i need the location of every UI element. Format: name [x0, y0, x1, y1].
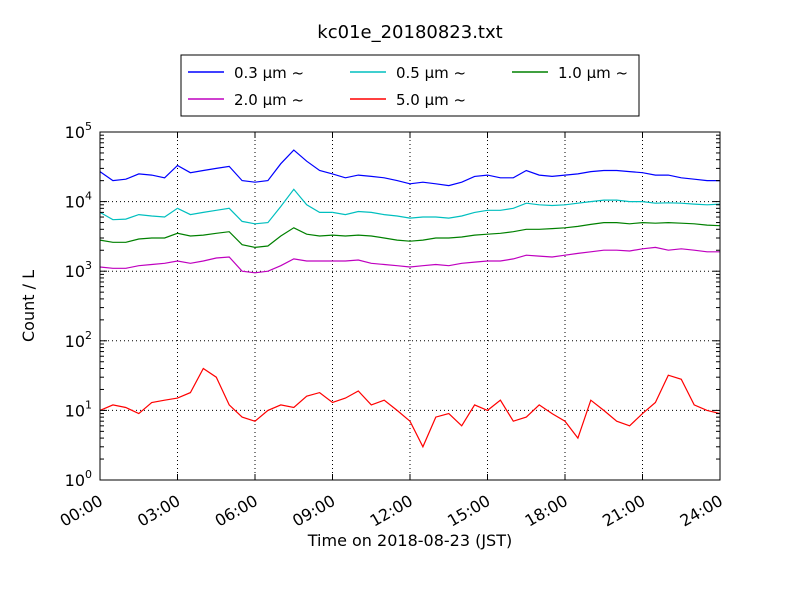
- series-line-4: [99, 367, 721, 449]
- legend: 0.3 μm ~ 0.5 μm ~ 1.0 μm ~ 2.0 μm ~ 5.0 μm ~: [180, 54, 640, 117]
- y-tick-label: 105: [65, 120, 92, 142]
- y-tick-label: 100: [65, 468, 92, 490]
- legend-label: 5.0 μm ~: [396, 91, 466, 109]
- y-tick-label: 101: [65, 398, 92, 420]
- legend-label: 1.0 μm ~: [558, 64, 628, 82]
- series-line-1: [99, 188, 721, 225]
- y-tick-label: 102: [65, 329, 92, 351]
- legend-box: [180, 54, 640, 117]
- ticks: [99, 131, 721, 481]
- series-line-0: [99, 149, 720, 187]
- legend-label: 2.0 μm ~: [234, 91, 304, 109]
- y-tick-label: 103: [65, 259, 92, 281]
- x-axis-label: Time on 2018-08-23 (JST): [307, 531, 512, 550]
- grid: [100, 132, 720, 480]
- series-layer: [99, 149, 721, 449]
- series-line-3: [99, 246, 720, 274]
- y-axis-label: Count / L: [19, 270, 38, 342]
- series-line-2: [99, 221, 721, 249]
- y-tick-labels: 100 101 102 103 104 105: [65, 120, 92, 490]
- legend-label: 0.3 μm ~: [234, 64, 304, 82]
- chart-title: kc01e_20180823.txt: [317, 22, 502, 43]
- legend-label: 0.5 μm ~: [396, 64, 466, 82]
- y-tick-label: 104: [65, 190, 92, 212]
